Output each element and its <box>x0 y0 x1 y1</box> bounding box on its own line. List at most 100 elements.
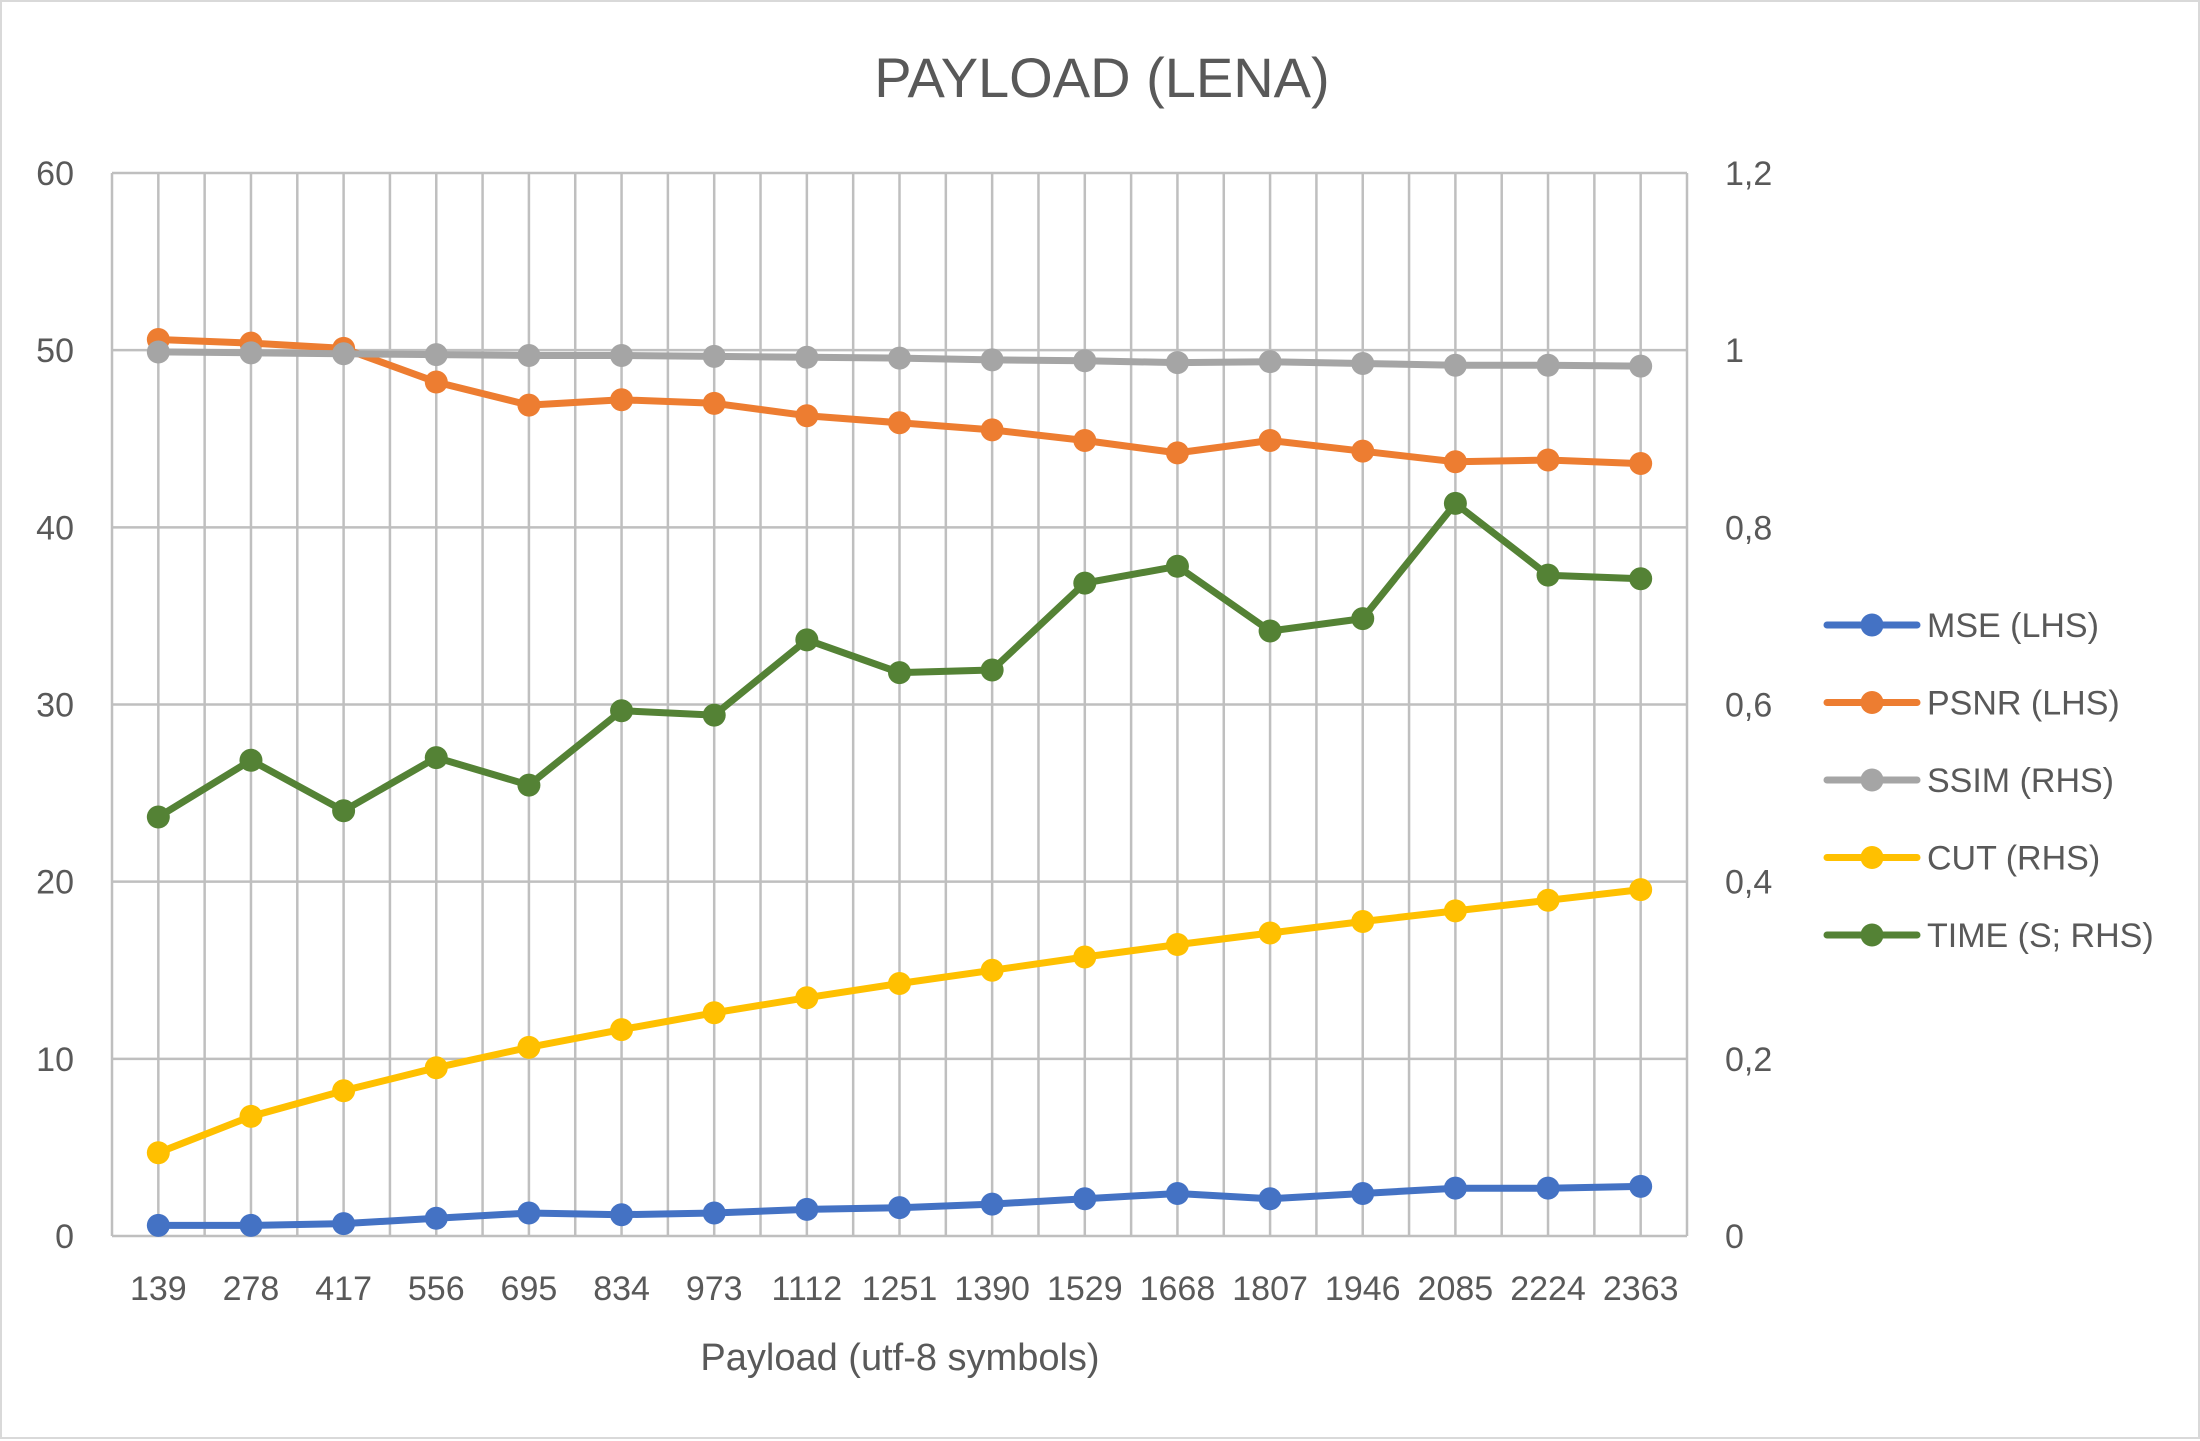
data-point <box>1536 353 1560 377</box>
data-point <box>795 986 819 1010</box>
x-tick-label: 1807 <box>1232 1270 1308 1308</box>
data-point <box>980 958 1004 982</box>
y-tick-label-left: 0 <box>55 1218 74 1256</box>
data-point <box>795 628 819 652</box>
data-point <box>980 348 1004 372</box>
data-point <box>1629 567 1653 591</box>
data-point <box>1629 1174 1653 1198</box>
series-layer <box>146 328 1653 1237</box>
y-tick-label-right: 0,6 <box>1725 687 1772 725</box>
data-point <box>517 1201 541 1225</box>
data-point <box>1443 899 1467 923</box>
data-point <box>517 1035 541 1059</box>
y-tick-label-right: 1,2 <box>1725 155 1772 193</box>
data-point <box>146 805 170 829</box>
data-point <box>1351 607 1375 631</box>
data-point <box>424 343 448 367</box>
data-point <box>424 1206 448 1230</box>
data-point <box>888 411 911 435</box>
y-tick-label-left: 40 <box>36 509 74 547</box>
data-point <box>146 340 170 364</box>
data-point <box>888 1196 911 1220</box>
data-point <box>610 699 634 723</box>
data-point <box>1629 452 1653 476</box>
data-point <box>980 1192 1004 1216</box>
data-point <box>1258 350 1282 374</box>
data-point <box>702 391 726 415</box>
data-point <box>1443 353 1467 377</box>
data-point <box>1165 351 1189 375</box>
grid <box>110 171 1689 1238</box>
data-point <box>1351 910 1375 934</box>
x-tick-label: 278 <box>223 1270 280 1308</box>
data-point <box>1629 878 1653 902</box>
data-point <box>1073 1187 1097 1211</box>
data-point <box>239 1104 263 1128</box>
legend-label: CUT (RHS) <box>1927 840 2100 878</box>
data-point <box>1536 1176 1560 1200</box>
data-point <box>1536 563 1560 587</box>
legend-label: PSNR (LHS) <box>1927 685 2120 723</box>
data-point <box>1351 439 1375 463</box>
data-point <box>1258 921 1282 945</box>
legend-label: SSIM (RHS) <box>1927 762 2114 800</box>
legend-marker <box>1860 768 1884 792</box>
data-point <box>1165 1181 1189 1205</box>
data-point <box>239 341 263 365</box>
x-tick-label: 834 <box>593 1270 650 1308</box>
y-tick-label-right: 0 <box>1725 1218 1744 1256</box>
data-point <box>888 661 911 685</box>
data-point <box>1536 888 1560 912</box>
y-tick-label-left: 50 <box>36 332 74 370</box>
series-time-s-rhs <box>146 491 1653 829</box>
y-tick-label-left: 20 <box>36 864 74 902</box>
data-point <box>610 388 634 412</box>
legend-item-psnr-lhs: PSNR (LHS) <box>1823 685 2120 723</box>
legend-item-mse-lhs: MSE (LHS) <box>1823 607 2099 645</box>
data-point <box>424 1056 448 1080</box>
data-point <box>1443 450 1467 474</box>
y-tick-label-left: 30 <box>36 687 74 725</box>
y-tick-label-left: 10 <box>36 1041 74 1079</box>
legend-marker <box>1860 613 1884 637</box>
data-point <box>146 1213 170 1237</box>
x-tick-label: 1529 <box>1047 1270 1123 1308</box>
data-point <box>517 773 541 797</box>
data-point <box>1258 619 1282 643</box>
legend-item-time-s-rhs: TIME (S; RHS) <box>1823 917 2154 955</box>
data-point <box>980 418 1004 442</box>
data-point <box>702 1201 726 1225</box>
x-tick-label: 139 <box>130 1270 187 1308</box>
data-point <box>424 746 448 770</box>
x-tick-label: 1251 <box>862 1270 938 1308</box>
data-point <box>1351 1181 1375 1205</box>
data-point <box>1258 1187 1282 1211</box>
data-point <box>702 344 726 368</box>
data-point <box>610 343 634 367</box>
data-point <box>1073 349 1097 373</box>
data-point <box>1351 351 1375 375</box>
data-point <box>888 972 911 996</box>
data-point <box>1258 429 1282 453</box>
data-point <box>424 370 448 394</box>
legend-marker <box>1860 923 1884 947</box>
y-tick-label-right: 0,2 <box>1725 1041 1772 1079</box>
data-point <box>795 345 819 369</box>
x-tick-label: 1668 <box>1140 1270 1216 1308</box>
legend: MSE (LHS) PSNR (LHS) SSIM (RHS) CUT (RHS) TI… <box>1823 607 2154 955</box>
data-point <box>332 799 356 823</box>
legend-label: TIME (S; RHS) <box>1927 917 2154 955</box>
x-tick-label: 2085 <box>1418 1270 1494 1308</box>
y-tick-label-right: 0,4 <box>1725 864 1772 902</box>
y-tick-label-right: 1 <box>1725 332 1744 370</box>
x-tick-label: 2224 <box>1510 1270 1586 1308</box>
data-point <box>517 393 541 417</box>
x-tick-label: 2363 <box>1603 1270 1679 1308</box>
data-point <box>332 342 356 366</box>
data-point <box>332 1079 356 1103</box>
chart-title: PAYLOAD (LENA) <box>874 46 1329 109</box>
data-point <box>1073 429 1097 453</box>
data-point <box>1629 354 1653 378</box>
data-point <box>239 1213 263 1237</box>
